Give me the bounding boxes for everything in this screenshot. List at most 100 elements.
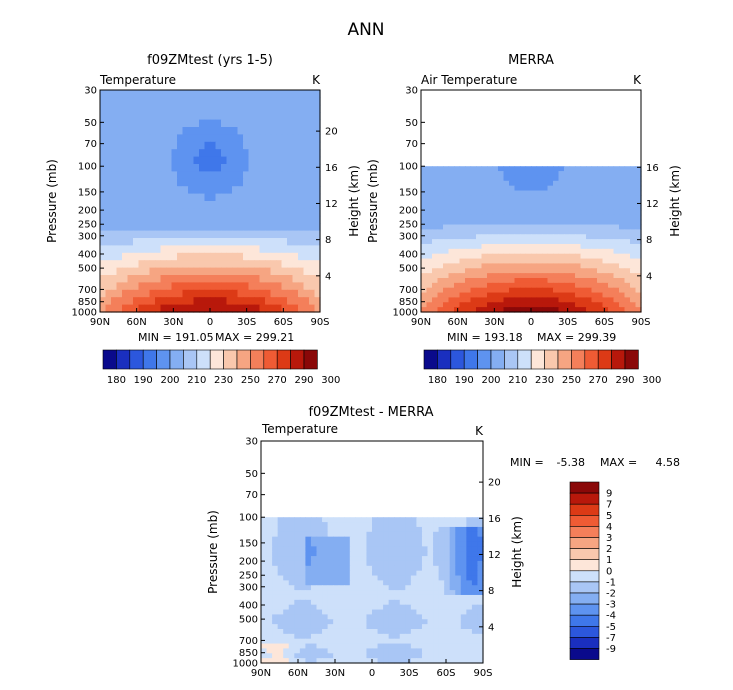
data-cell	[303, 127, 310, 135]
data-cell	[427, 570, 434, 577]
data-cell	[281, 230, 288, 239]
x-tick-label: 90N	[251, 668, 271, 679]
data-cell	[432, 263, 439, 269]
data-cell	[525, 224, 532, 230]
data-cell	[338, 560, 345, 567]
data-cell	[410, 580, 417, 586]
data-cell	[160, 149, 167, 158]
data-cell	[261, 619, 268, 625]
data-cell	[182, 252, 189, 261]
data-cell	[199, 267, 206, 276]
data-cell	[481, 180, 488, 187]
data-cell	[188, 186, 195, 195]
data-cell	[272, 609, 279, 616]
data-cell	[448, 239, 455, 245]
data-cell	[580, 166, 587, 172]
data-cell	[243, 245, 250, 254]
data-cell	[276, 208, 283, 217]
data-cell	[487, 268, 494, 274]
data-cell	[383, 565, 390, 572]
data-cell	[487, 263, 494, 269]
data-cell	[536, 273, 543, 279]
data-cell	[531, 214, 538, 221]
data-cell	[542, 253, 549, 260]
data-cell	[199, 104, 206, 113]
data-cell	[303, 230, 310, 239]
data-cell	[613, 268, 620, 274]
data-cell	[608, 195, 615, 201]
data-cell	[338, 575, 345, 581]
data-cell	[481, 258, 488, 265]
data-cell	[542, 205, 549, 211]
data-cell	[277, 604, 284, 611]
data-cell	[394, 658, 401, 664]
data-cell	[232, 245, 239, 254]
data-cell	[466, 580, 473, 586]
data-cell	[166, 171, 173, 180]
data-cell	[525, 282, 532, 289]
data-cell	[226, 267, 233, 276]
data-cell	[344, 619, 351, 625]
data-cell	[597, 205, 604, 211]
data-cell	[155, 275, 162, 283]
y-tick-label: 850	[239, 648, 258, 659]
data-cell	[314, 156, 321, 165]
data-cell	[305, 609, 312, 616]
data-cell	[427, 575, 434, 581]
data-cell	[360, 517, 368, 523]
data-cell	[481, 185, 488, 192]
data-cell	[416, 522, 423, 528]
data-cell	[349, 614, 356, 620]
data-cell	[305, 633, 312, 640]
data-cell	[221, 178, 228, 187]
data-cell	[277, 633, 284, 640]
data-cell	[624, 195, 631, 201]
colorbar-label: 250	[562, 375, 581, 386]
data-cell	[372, 546, 379, 552]
data-cell	[394, 570, 401, 577]
data-cell	[288, 628, 295, 635]
data-cell	[344, 526, 351, 533]
data-cell	[597, 219, 604, 226]
data-cell	[635, 180, 642, 187]
data-cell	[133, 119, 140, 128]
colorbar-swatch	[569, 625, 600, 638]
data-cell	[292, 104, 299, 113]
data-cell	[416, 517, 423, 523]
data-cell	[558, 224, 565, 230]
data-cell	[426, 282, 433, 289]
data-cell	[575, 180, 582, 187]
data-cell	[591, 171, 598, 177]
data-cell	[292, 127, 299, 135]
data-cell	[111, 178, 118, 187]
data-cell	[261, 643, 268, 650]
data-cell	[569, 307, 576, 313]
data-cell	[248, 178, 255, 187]
data-cell	[388, 565, 395, 572]
data-cell	[421, 658, 429, 664]
data-cell	[210, 230, 217, 239]
data-cell	[270, 104, 277, 113]
data-cell	[372, 526, 379, 533]
data-cell	[160, 230, 167, 239]
data-cell	[509, 171, 516, 177]
data-cell	[215, 208, 222, 217]
data-cell	[459, 195, 466, 201]
data-cell	[377, 599, 384, 606]
data-cell	[127, 208, 134, 217]
data-cell	[449, 648, 456, 654]
data-cell	[138, 201, 145, 209]
data-cell	[432, 243, 439, 250]
data-cell	[316, 619, 323, 625]
data-cell	[569, 248, 576, 255]
data-cell	[459, 307, 466, 313]
data-cell	[432, 268, 439, 274]
data-cell	[171, 164, 178, 172]
data-cell	[553, 282, 560, 289]
data-cell	[608, 263, 615, 269]
data-cell	[111, 245, 118, 254]
data-cell	[237, 208, 244, 217]
x-tick-label: 30N	[325, 668, 345, 679]
data-cell	[443, 243, 450, 250]
data-cell	[160, 223, 167, 232]
